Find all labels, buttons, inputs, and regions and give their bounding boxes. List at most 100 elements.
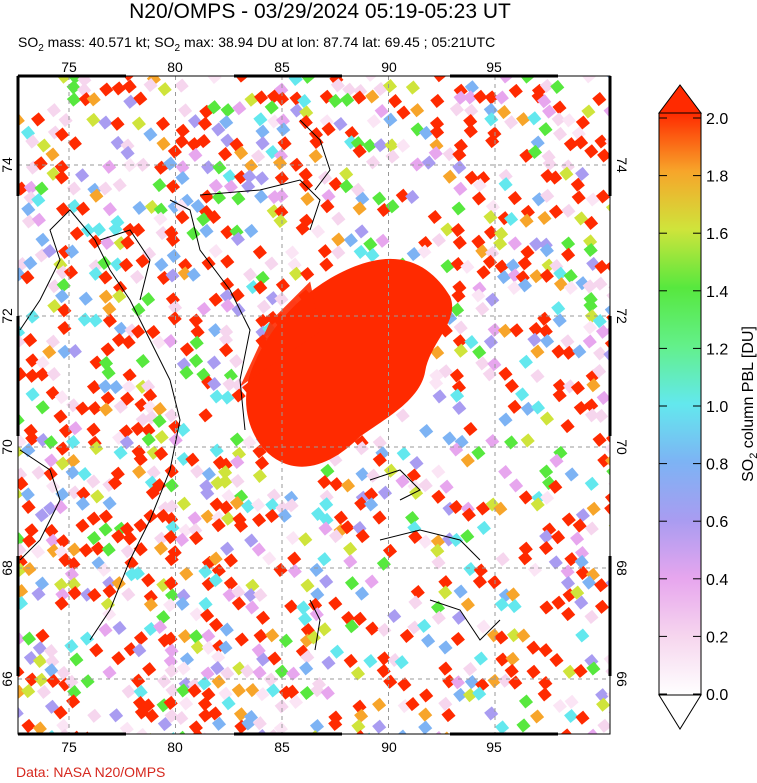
so2-pixel xyxy=(163,530,178,545)
so2-pixel xyxy=(157,82,172,97)
so2-pixel xyxy=(66,435,81,450)
so2-pixel xyxy=(339,166,354,182)
so2-pixel xyxy=(552,100,567,115)
so2-pixel xyxy=(255,610,271,625)
so2-pixel xyxy=(548,170,563,185)
so2-pixel xyxy=(377,485,393,500)
so2-pixel xyxy=(497,323,513,338)
so2-pixel xyxy=(207,100,222,115)
so2-pixel xyxy=(529,269,544,284)
so2-pixel xyxy=(187,114,203,129)
lat-tick: 72 xyxy=(614,308,630,324)
so2-pixel xyxy=(121,684,136,699)
so2-pixel xyxy=(219,288,234,304)
so2-pixel xyxy=(355,529,370,544)
so2-pixel xyxy=(427,209,442,225)
so2-pixel xyxy=(475,244,490,259)
so2-pixel xyxy=(593,276,608,291)
so2-pixel xyxy=(31,192,46,208)
so2-pixel xyxy=(157,717,172,732)
so2-pixel xyxy=(608,705,610,720)
so2-pixel xyxy=(451,201,466,216)
so2-pixel xyxy=(507,191,522,206)
so2-pixel xyxy=(55,487,70,502)
so2-pixel xyxy=(31,465,46,480)
so2-pixel xyxy=(198,596,213,611)
colorbar-tick-label: 1.0 xyxy=(706,399,728,416)
lon-tick: 75 xyxy=(61,739,77,755)
so2-pixel xyxy=(86,422,101,437)
so2-pixel xyxy=(66,92,81,107)
so2-pixel xyxy=(516,112,531,127)
so2-pixel xyxy=(231,191,246,206)
so2-pixel xyxy=(597,718,610,733)
so2-pixel xyxy=(498,673,513,688)
so2-pixel xyxy=(274,91,290,106)
colorbar-tick-label: 0.4 xyxy=(706,572,728,589)
so2-pixel xyxy=(43,435,58,450)
so2-pixel xyxy=(278,633,293,648)
so2-pixel xyxy=(463,562,478,577)
so2-pixel xyxy=(573,663,588,679)
colorbar-tick-label: 1.6 xyxy=(706,226,728,243)
so2-pixel xyxy=(586,378,601,393)
so2-pixel xyxy=(418,534,433,549)
so2-pixel xyxy=(505,651,520,666)
so2-pixel xyxy=(220,541,235,556)
so2-pixel xyxy=(66,181,81,196)
so2-pixel xyxy=(163,334,178,349)
so2-pixel xyxy=(319,257,334,272)
so2-pixel xyxy=(176,588,191,603)
so2-pixel xyxy=(575,508,590,523)
so2-pixel xyxy=(57,728,72,734)
so2-pixel xyxy=(310,224,326,239)
so2-pixel xyxy=(509,323,524,338)
so2-pixel xyxy=(487,673,502,688)
so2-pixel xyxy=(222,377,237,392)
so2-pixel xyxy=(373,138,388,153)
so2-pixel xyxy=(86,474,101,489)
so2-pixel xyxy=(354,708,369,723)
so2-pixel xyxy=(244,223,259,238)
so2-pixel xyxy=(508,83,523,98)
so2-pixel xyxy=(220,254,235,269)
so2-pixel xyxy=(188,313,203,328)
so2-pixel xyxy=(18,467,28,482)
so2-pixel xyxy=(450,631,465,647)
so2-pixel xyxy=(475,301,490,316)
so2-pixel xyxy=(583,234,598,249)
so2-pixel xyxy=(210,661,225,676)
so2-pixel xyxy=(77,466,92,482)
so2-pixel xyxy=(495,720,510,734)
so2-pixel xyxy=(504,435,519,450)
so2-pixel xyxy=(251,497,266,512)
so2-pixel xyxy=(463,421,478,437)
so2-pixel xyxy=(31,112,46,127)
so2-pixel xyxy=(382,78,398,94)
so2-pixel xyxy=(585,728,600,734)
so2-pixel xyxy=(165,520,180,535)
so2-pixel xyxy=(408,529,423,545)
so2-pixel xyxy=(310,587,325,602)
so2-pixel xyxy=(132,643,147,658)
so2-pixel xyxy=(430,534,445,549)
so2-pixel xyxy=(438,575,453,590)
so2-pixel xyxy=(112,620,127,635)
lon-tick: 95 xyxy=(486,739,502,755)
so2-pixel xyxy=(100,235,115,250)
so2-pixel xyxy=(344,576,360,591)
so2-pixel xyxy=(174,78,189,93)
so2-pixel xyxy=(516,718,531,733)
so2-pixel xyxy=(354,441,369,456)
so2-pixel xyxy=(450,257,465,272)
so2-pixel xyxy=(223,553,238,568)
so2-pixel xyxy=(298,532,313,547)
so2-pixel xyxy=(3,576,17,590)
so2-pixel xyxy=(42,344,57,360)
so2-pixel xyxy=(339,179,354,194)
so2-pixel xyxy=(596,697,610,712)
so2-pixel xyxy=(284,498,299,513)
so2-pixel xyxy=(540,188,555,203)
so2-pixel xyxy=(594,578,609,593)
so2-pixel xyxy=(218,640,233,655)
